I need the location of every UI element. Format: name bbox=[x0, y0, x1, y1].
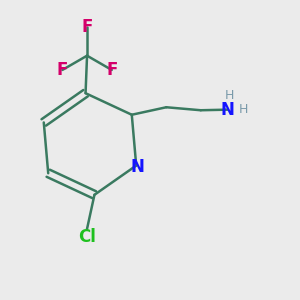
Text: Cl: Cl bbox=[78, 228, 96, 246]
Text: F: F bbox=[106, 61, 117, 79]
Text: H: H bbox=[225, 89, 234, 102]
Text: H: H bbox=[239, 103, 248, 116]
Text: F: F bbox=[81, 18, 93, 36]
Text: N: N bbox=[221, 100, 235, 118]
Text: F: F bbox=[57, 61, 68, 79]
Text: N: N bbox=[131, 158, 145, 176]
